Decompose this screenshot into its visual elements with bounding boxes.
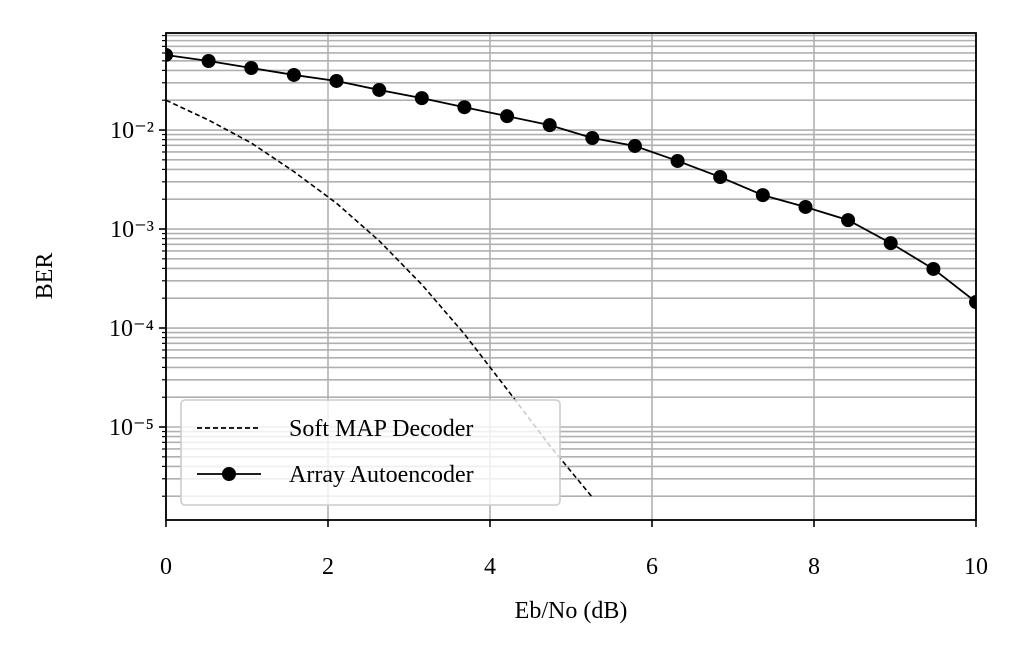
x-tick-label: 4 bbox=[484, 554, 496, 580]
marker bbox=[585, 131, 600, 146]
marker bbox=[166, 47, 173, 62]
y-tick-label: 10⁻⁴ bbox=[109, 316, 154, 342]
x-tick-label: 2 bbox=[322, 554, 334, 580]
legend-label: Soft MAP Decoder bbox=[289, 416, 473, 442]
legend-label: Array Autoencoder bbox=[289, 462, 474, 488]
plot-frame bbox=[165, 32, 977, 521]
marker bbox=[670, 153, 685, 168]
marker bbox=[926, 261, 941, 276]
series-line bbox=[166, 54, 976, 303]
x-tick-label: 8 bbox=[808, 554, 820, 580]
marker bbox=[457, 100, 472, 115]
marker bbox=[713, 170, 728, 185]
marker bbox=[969, 295, 976, 310]
marker bbox=[329, 73, 344, 88]
marker bbox=[755, 188, 770, 203]
marker bbox=[372, 82, 387, 97]
x-tick-label: 6 bbox=[646, 554, 658, 580]
x-axis-label: Eb/No (dB) bbox=[515, 598, 628, 624]
y-tick-label: 10⁻⁵ bbox=[109, 415, 154, 441]
y-axis-label: BER bbox=[32, 253, 58, 300]
marker bbox=[627, 138, 642, 153]
x-tick-label: 10 bbox=[964, 554, 988, 580]
y-tick-label: 10⁻² bbox=[110, 118, 154, 144]
x-tick-label: 0 bbox=[160, 554, 172, 580]
marker bbox=[244, 61, 259, 76]
marker bbox=[414, 91, 429, 106]
marker bbox=[883, 236, 898, 251]
marker bbox=[500, 109, 515, 124]
marker bbox=[542, 118, 557, 133]
legend-marker bbox=[222, 467, 236, 481]
legend-box bbox=[180, 399, 561, 506]
marker bbox=[798, 199, 813, 214]
marker bbox=[286, 67, 301, 82]
marker bbox=[201, 53, 216, 68]
y-tick-label: 10⁻³ bbox=[110, 217, 154, 243]
marker bbox=[841, 213, 856, 228]
